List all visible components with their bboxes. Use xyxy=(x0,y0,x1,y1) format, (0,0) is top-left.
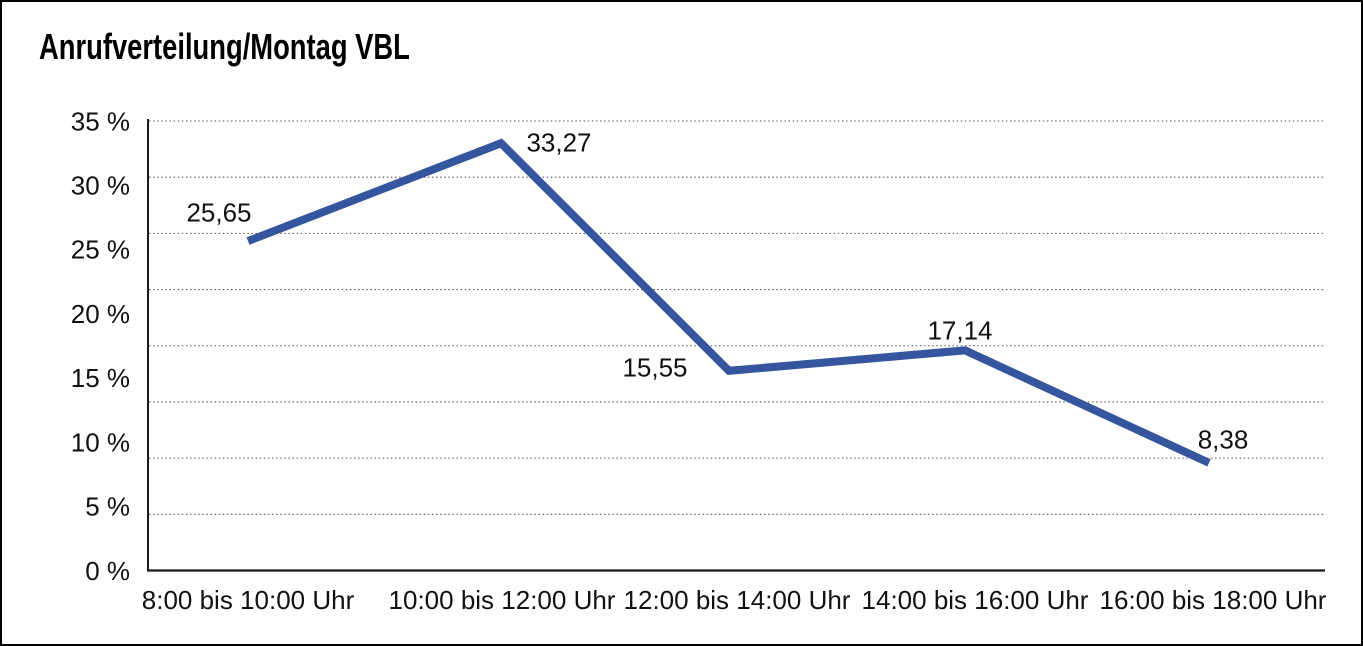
y-tick-label: 15 % xyxy=(71,363,130,393)
y-tick-label: 25 % xyxy=(71,235,130,265)
chart-title: Anrufverteilung/Montag VBL xyxy=(39,26,410,67)
data-line xyxy=(246,138,1211,467)
y-tick-label: 35 % xyxy=(71,106,130,136)
x-tick-label: 12:00 bis 14:00 Uhr xyxy=(624,585,851,615)
value-label: 25,65 xyxy=(186,197,251,227)
y-tick-label: 10 % xyxy=(71,427,130,457)
x-tick-label: 10:00 bis 12:00 Uhr xyxy=(389,585,616,615)
x-tick-label: 8:00 bis 10:00 Uhr xyxy=(142,585,355,615)
value-label: 8,38 xyxy=(1198,424,1249,454)
value-label: 33,27 xyxy=(526,127,591,157)
value-label: 15,55 xyxy=(622,352,687,382)
x-tick-label: 16:00 bis 18:00 Uhr xyxy=(1100,585,1327,615)
y-tick-label: 0 % xyxy=(85,556,130,586)
y-tick-label: 30 % xyxy=(71,171,130,201)
y-tick-label: 20 % xyxy=(71,299,130,329)
x-tick-label: 14:00 bis 16:00 Uhr xyxy=(862,585,1089,615)
y-tick-label: 5 % xyxy=(85,492,130,522)
value-label: 17,14 xyxy=(927,315,992,345)
